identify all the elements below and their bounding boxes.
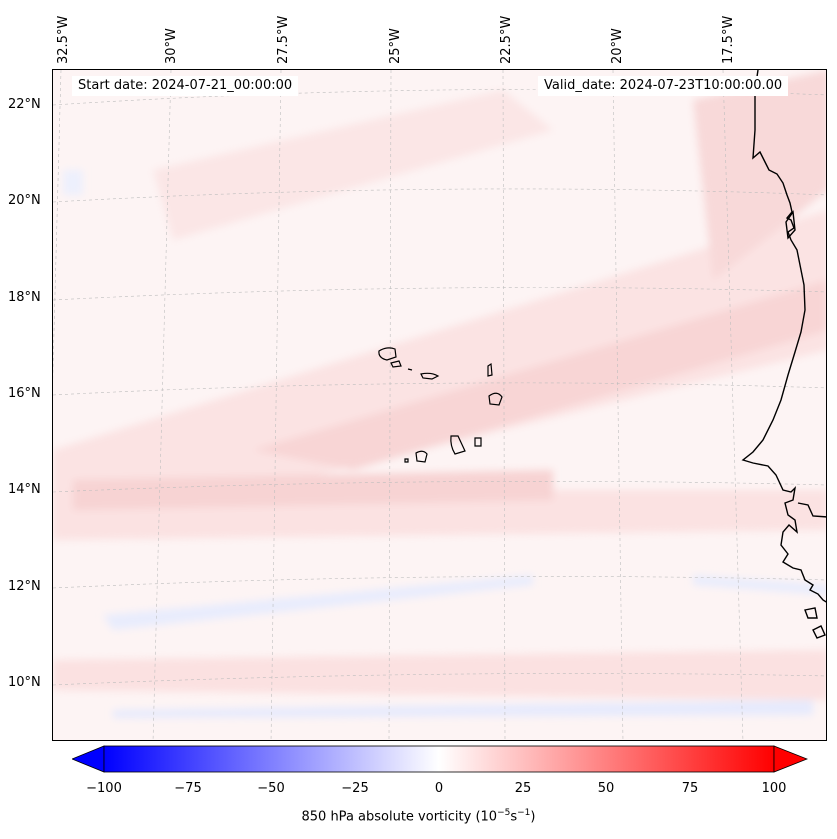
colorbar: [72, 745, 808, 773]
colorbar-tick: −50: [257, 781, 285, 796]
colorbar-label: 850 hPa absolute vorticity (10−5s−1): [0, 808, 837, 824]
colorbar-tick: 0: [434, 781, 444, 796]
colorbar-label-end: ): [530, 809, 536, 825]
cabo-verde-islands: [378, 347, 503, 463]
lon-label: 20°W: [610, 28, 625, 64]
colorbar-gradient: [103, 745, 775, 773]
colorbar-max-arrow: [773, 745, 808, 773]
lon-label: 25°W: [388, 28, 403, 64]
colorbar-label-exp1: −5: [497, 808, 511, 818]
colorbar-label-main: 850 hPa absolute vorticity (10: [301, 809, 498, 825]
lat-label: 10°N: [8, 675, 41, 690]
vorticity-map: [53, 70, 826, 740]
colorbar-tick: −75: [174, 781, 202, 796]
lat-label: 12°N: [8, 579, 41, 594]
lat-label: 18°N: [8, 290, 41, 305]
colorbar-tick: 25: [514, 781, 532, 796]
lat-label: 16°N: [8, 386, 41, 401]
colorbar-label-exp2: −1: [517, 808, 531, 818]
colorbar-tick: 75: [681, 781, 699, 796]
colorbar-tick: −100: [86, 781, 122, 796]
lat-label: 14°N: [8, 482, 41, 497]
vorticity-field: [53, 70, 826, 718]
colorbar-tick: 100: [761, 781, 787, 796]
colorbar-tick: 50: [597, 781, 615, 796]
valid-date-label: Valid_date: 2024-07-23T10:00:00.00: [538, 76, 789, 96]
map-panel: [52, 69, 827, 741]
gridlines: [53, 70, 826, 740]
lon-label: 30°W: [164, 28, 179, 64]
lon-label: 22.5°W: [499, 15, 514, 64]
lon-label: 27.5°W: [276, 15, 291, 64]
start-date-label: Start date: 2024-07-21_00:00:00: [72, 76, 299, 96]
lon-label: 17.5°W: [721, 15, 736, 64]
lat-label: 22°N: [8, 97, 41, 112]
colorbar-label-unit: s: [510, 809, 518, 825]
lat-label: 20°N: [8, 193, 41, 208]
lon-label: 32.5°W: [56, 15, 71, 64]
colorbar-tick: −25: [341, 781, 369, 796]
colorbar-min-arrow: [72, 745, 105, 773]
coastline: [741, 70, 826, 639]
